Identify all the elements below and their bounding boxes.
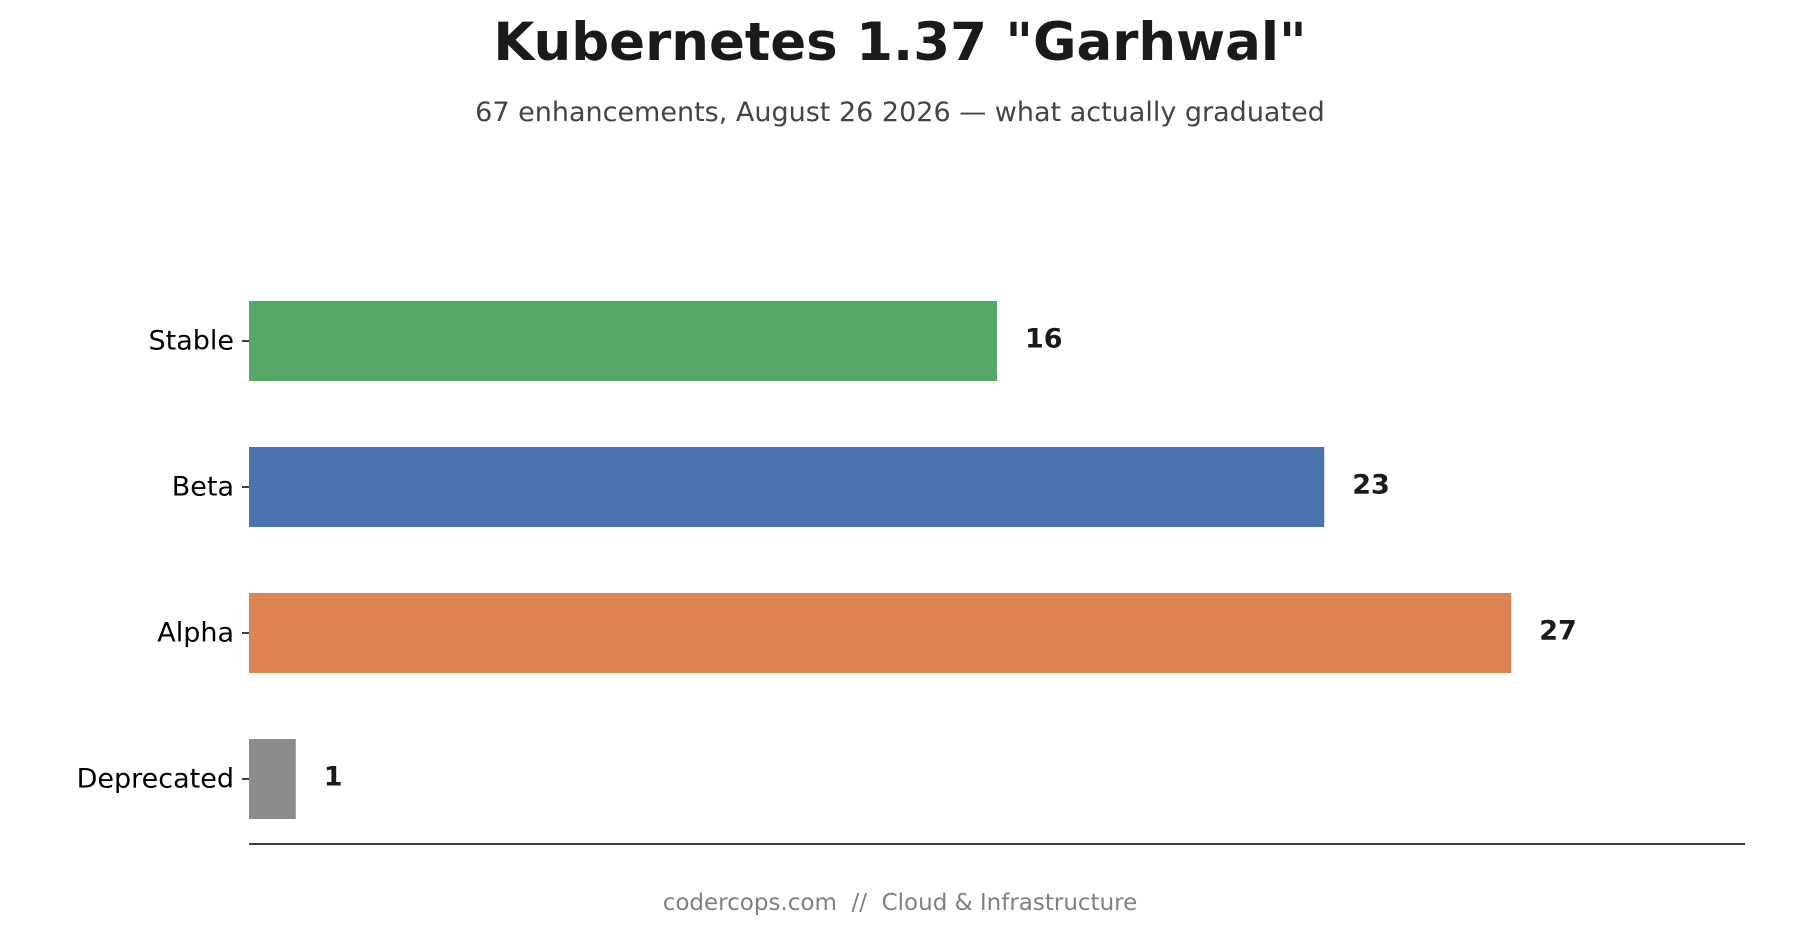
y-tick-label-beta: Beta xyxy=(172,472,234,503)
y-tick-label-stable: Stable xyxy=(148,326,234,357)
data-label-stable: 16 xyxy=(1025,324,1063,355)
chart-subtitle: 67 enhancements, August 26 2026 — what a… xyxy=(475,97,1325,128)
y-axis-ticks xyxy=(242,340,249,780)
bar-stable xyxy=(249,301,997,381)
bar-alpha xyxy=(249,593,1512,673)
bar-beta xyxy=(249,447,1325,527)
y-tick-label-alpha: Alpha xyxy=(157,618,234,649)
chart-title: Kubernetes 1.37 "Garhwal" xyxy=(493,12,1307,73)
y-axis-tick-labels: Stable Beta Alpha Deprecated xyxy=(77,326,234,795)
data-label-alpha: 27 xyxy=(1539,616,1577,647)
footer-credit: codercops.com // Cloud & Infrastructure xyxy=(662,890,1138,916)
data-label-beta: 23 xyxy=(1352,470,1390,501)
data-labels: 16 23 27 1 xyxy=(324,324,1577,793)
bar-deprecated xyxy=(249,739,296,819)
data-label-deprecated: 1 xyxy=(324,762,343,793)
y-tick-label-deprecated: Deprecated xyxy=(77,764,234,795)
bars-layer xyxy=(249,301,1512,819)
